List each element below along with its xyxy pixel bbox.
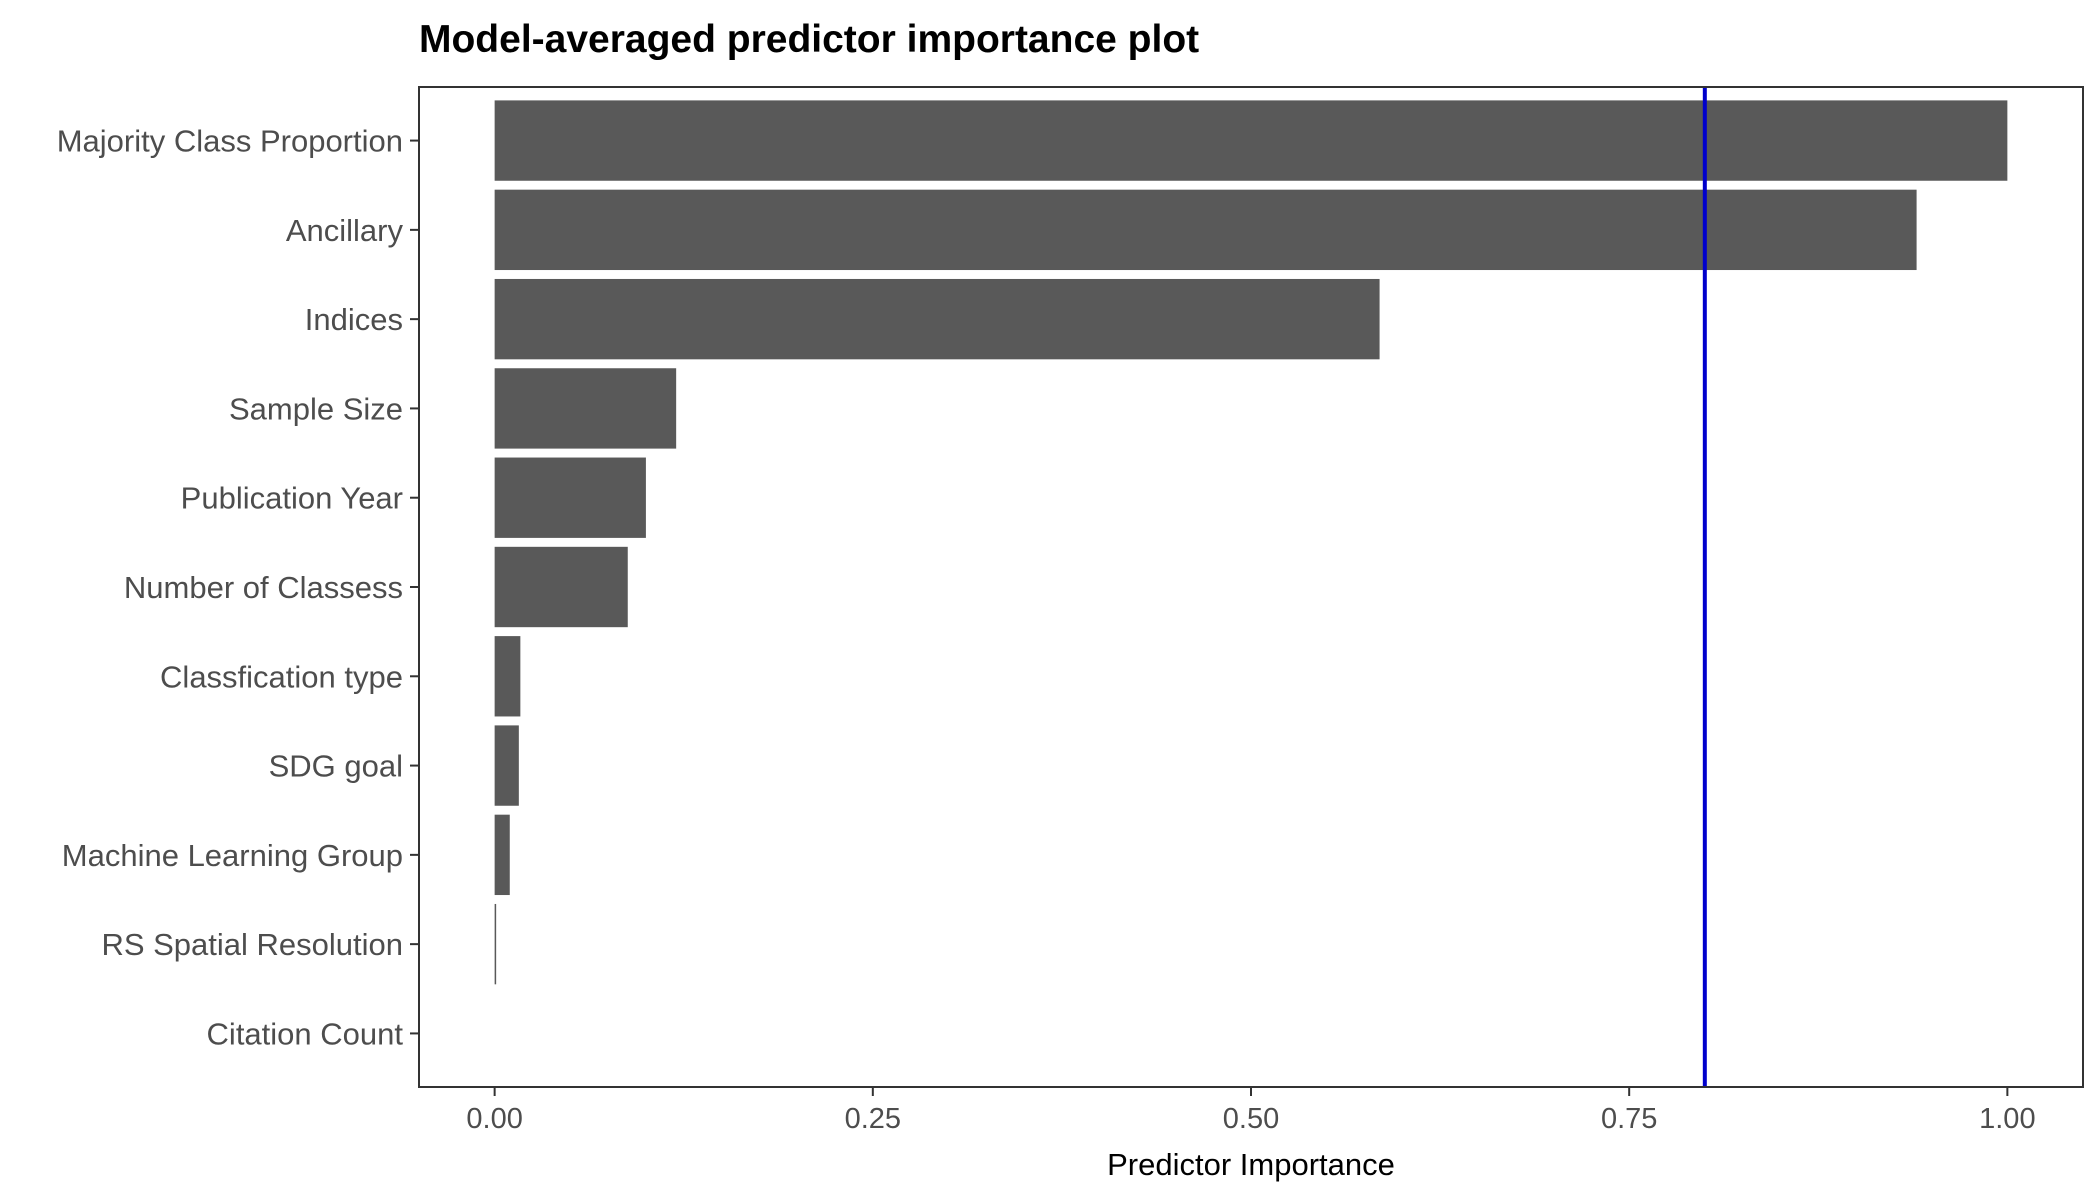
bar-indices (494, 278, 1380, 360)
x-tick-label-3: 0.75 (1601, 1103, 1657, 1135)
y-tick-label-citation-count: Citation Count (207, 1016, 404, 1051)
x-axis-title: Predictor Importance (1107, 1147, 1395, 1182)
bar-classfication-type (494, 636, 521, 717)
bar-machine-learning-group (494, 814, 510, 896)
x-tick-label-2: 0.50 (1223, 1103, 1279, 1135)
y-tick-label-classfication-type: Classfication type (160, 659, 403, 694)
y-tick-label-sample-size: Sample Size (229, 391, 403, 426)
bar-sdg-goal (494, 725, 519, 806)
bar-number-of-classess (494, 546, 628, 628)
bar-publication-year (494, 457, 646, 538)
y-axis: Majority Class Proportion Ancillary Indice… (57, 124, 419, 1051)
bars-group (494, 100, 2008, 985)
bar-sample-size (494, 368, 677, 449)
bar-ancillary (494, 189, 1917, 271)
bar-majority-class-proportion (494, 100, 2008, 181)
y-tick-label-majority-class-proportion: Majority Class Proportion (57, 124, 403, 159)
y-tick-label-ancillary: Ancillary (286, 213, 404, 248)
x-axis: 0.00 0.25 0.50 0.75 1.00 (466, 1087, 2036, 1135)
y-tick-label-rs-spatial-resolution: RS Spatial Resolution (101, 927, 403, 962)
bar-rs-spatial-resolution (494, 903, 497, 985)
x-tick-label-1: 0.25 (845, 1103, 901, 1135)
y-tick-label-indices: Indices (305, 302, 403, 337)
x-tick-label-0: 0.00 (466, 1103, 522, 1135)
chart-title: Model-averaged predictor importance plot (419, 18, 1199, 61)
y-tick-label-sdg-goal: SDG goal (269, 749, 403, 784)
y-tick-label-publication-year: Publication Year (181, 481, 403, 516)
y-tick-label-number-of-classess: Number of Classess (124, 570, 403, 605)
y-tick-label-machine-learning-group: Machine Learning Group (62, 838, 403, 873)
x-tick-label-4: 1.00 (1979, 1103, 2035, 1135)
